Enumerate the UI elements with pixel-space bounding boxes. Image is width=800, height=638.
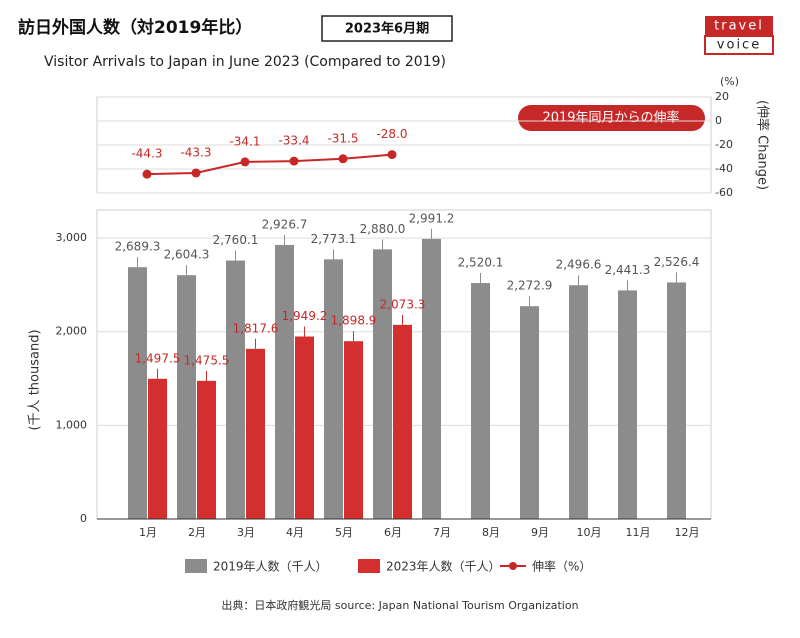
legend-swatch	[185, 559, 207, 573]
source: 出典：日本政府観光局 source: Japan National Touris…	[221, 598, 578, 612]
point	[191, 168, 201, 178]
data-label: 1,817.6	[233, 321, 279, 335]
data-label: -28.0	[376, 127, 407, 141]
x-tick-label: 7月	[433, 526, 451, 539]
y-tick-label: 3,000	[56, 231, 88, 244]
y2-tick-label: -40	[715, 162, 733, 175]
badge: 2023年6月期	[345, 21, 429, 37]
bar	[148, 378, 167, 519]
x-tick-label: 5月	[335, 526, 353, 539]
data-label: 1,949.2	[282, 309, 328, 323]
bar	[275, 244, 294, 519]
data-label: 2,073.3	[380, 297, 426, 311]
logo-bottom-box	[704, 35, 774, 55]
bar	[422, 238, 441, 519]
y-tick-label: 2,000	[56, 325, 88, 338]
bar	[373, 249, 392, 519]
y2-tick-label: 20	[715, 90, 729, 103]
y-tick-label: 0	[80, 512, 87, 525]
data-label: -44.3	[131, 147, 162, 161]
y2-axis-label: (伸率 Change)	[755, 100, 771, 190]
logo-top-box	[705, 16, 773, 36]
data-label: 1,497.5	[135, 351, 181, 365]
bar	[324, 259, 343, 519]
data-label: 2,773.1	[311, 232, 357, 246]
y2-tick-label: 0	[715, 114, 722, 127]
data-label: 1,898.9	[331, 314, 377, 328]
annotation: 2019年同月からの伸率	[542, 110, 679, 126]
bar	[197, 380, 216, 519]
y-axis-label: (千人 thousand)	[28, 329, 43, 430]
point	[142, 169, 152, 179]
bar	[344, 341, 363, 519]
logo-top: travel	[714, 19, 764, 34]
point	[240, 157, 250, 167]
data-label: 2,604.3	[164, 248, 210, 262]
y2-tick-label: -60	[715, 186, 733, 199]
x-tick-label: 6月	[384, 526, 402, 539]
x-tick-label: 10月	[577, 526, 602, 539]
data-label: -31.5	[327, 131, 358, 145]
legend-label: 伸率（%）	[532, 559, 591, 574]
data-label: 2,689.3	[115, 240, 161, 254]
bar	[393, 324, 412, 519]
bar	[177, 275, 196, 519]
legend-label: 2019年人数（千人）	[213, 559, 328, 574]
bar	[667, 282, 686, 519]
data-label: 2,760.1	[213, 233, 259, 247]
chart-title: 訪日外国人数（対2019年比）	[18, 17, 252, 38]
x-tick-label: 3月	[237, 526, 255, 539]
annotation-box	[518, 105, 705, 131]
bar	[295, 336, 314, 519]
data-label: 1,475.5	[184, 353, 230, 367]
data-label: 2,496.6	[556, 258, 602, 272]
legend-swatch	[358, 559, 380, 573]
data-label: -43.3	[180, 145, 211, 159]
subtitle: Visitor Arrivals to Japan in June 2023 (…	[44, 54, 446, 70]
badge-box	[321, 15, 453, 42]
x-tick-label: 12月	[675, 526, 700, 539]
x-tick-label: 9月	[531, 526, 549, 539]
data-label: 2,880.0	[360, 222, 406, 236]
data-label: 2,926.7	[262, 217, 308, 231]
data-label: 2,520.1	[458, 256, 504, 270]
data-label: 2,526.4	[654, 255, 700, 269]
point	[387, 150, 397, 160]
legend-label: 2023年人数（千人）	[386, 559, 501, 574]
x-tick-label: 4月	[286, 526, 304, 539]
point	[338, 154, 348, 164]
data-label: 2,991.2	[409, 211, 455, 225]
bar	[226, 260, 245, 519]
data-label: 2,441.3	[605, 263, 651, 277]
y2-tick-label: -20	[715, 138, 733, 151]
data-label: -33.4	[278, 134, 309, 148]
x-tick-label: 1月	[139, 526, 157, 539]
data-label: 2,272.9	[507, 279, 553, 293]
bar	[128, 267, 147, 519]
unit-label: (%)	[720, 75, 739, 88]
bar	[618, 290, 637, 519]
bar	[520, 306, 539, 519]
y-tick-label: 1,000	[56, 418, 88, 431]
point	[289, 156, 299, 166]
data-label: -34.1	[229, 134, 260, 148]
logo-bottom: voice	[717, 38, 761, 53]
bar	[471, 283, 490, 519]
x-tick-label: 11月	[626, 526, 651, 539]
x-tick-label: 8月	[482, 526, 500, 539]
x-tick-label: 2月	[188, 526, 206, 539]
legend-marker	[509, 562, 517, 570]
bar	[569, 285, 588, 519]
bar	[246, 348, 265, 519]
line	[146, 153, 393, 176]
